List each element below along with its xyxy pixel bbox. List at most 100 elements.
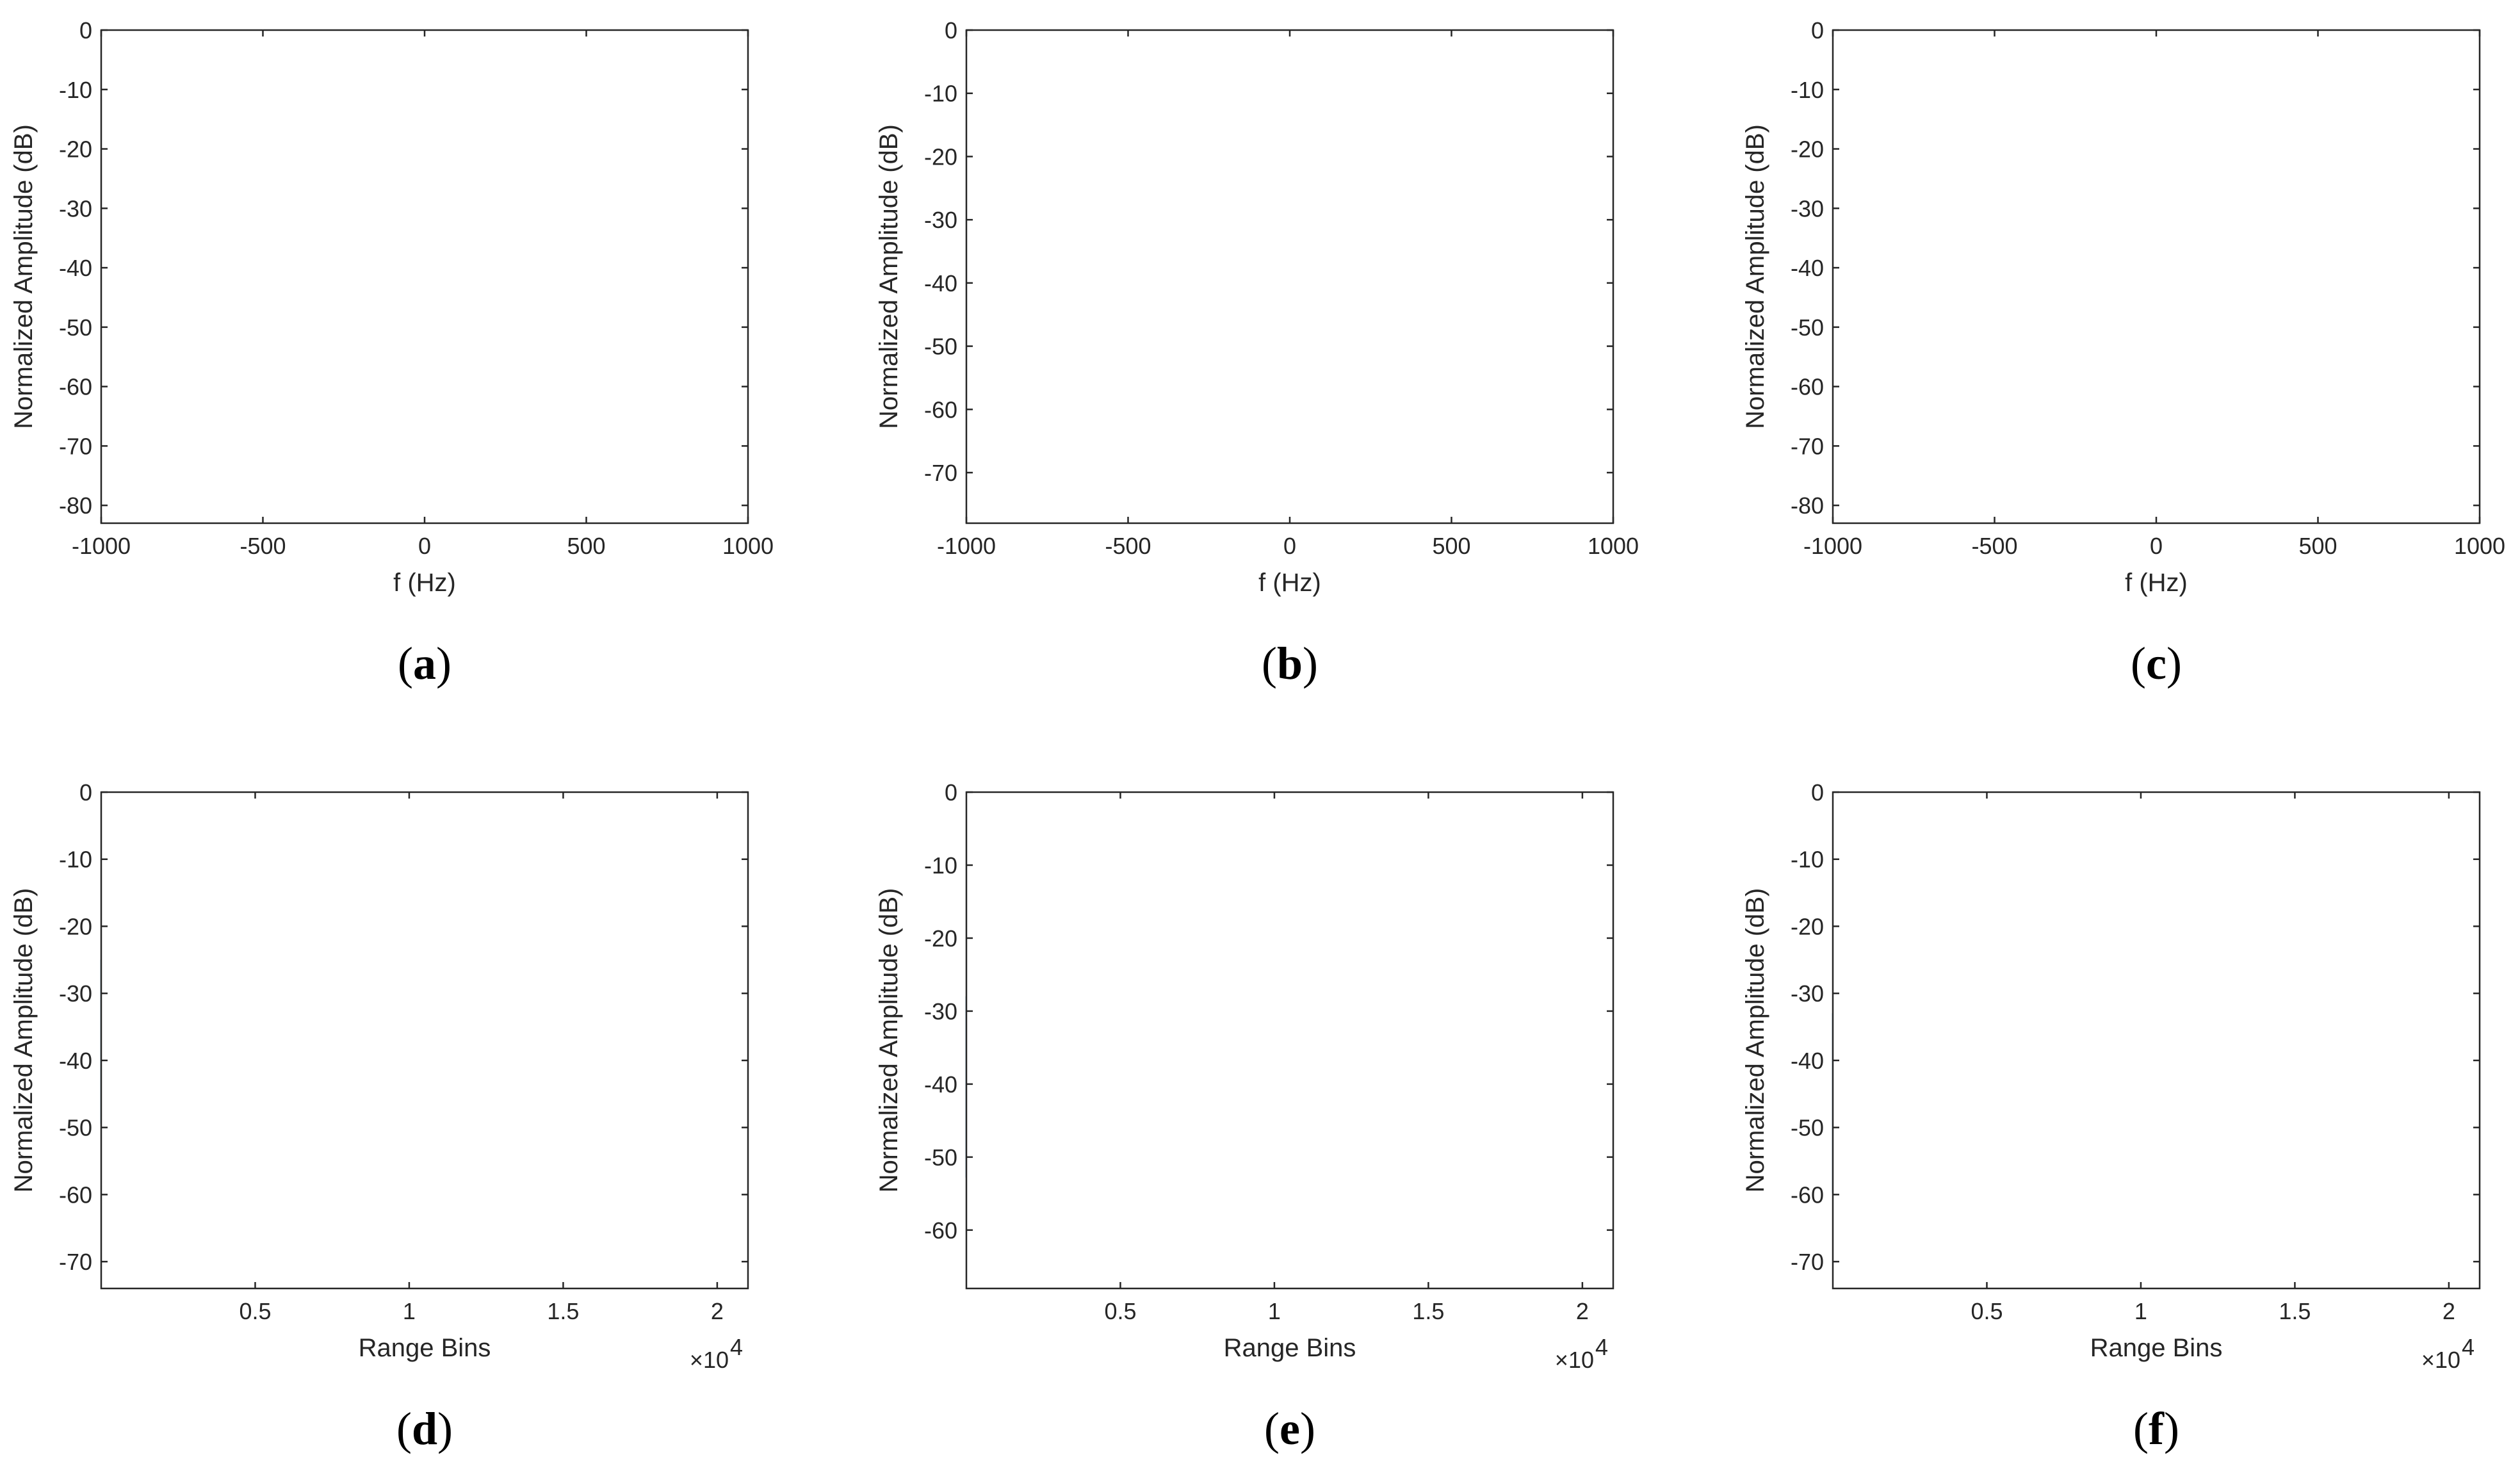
x-tick-label: 1000 (722, 533, 774, 559)
y-tick-label: 0 (1811, 779, 1824, 806)
y-tick-label: -10 (924, 852, 957, 879)
x-exponent-label: ×10 (2421, 1347, 2460, 1373)
x-tick-label: 0.5 (1971, 1298, 2003, 1324)
x-tick-label: 1 (2134, 1298, 2147, 1324)
y-tick-label: -50 (59, 1115, 92, 1141)
y-tick-label: -30 (59, 195, 92, 222)
y-tick-label: -50 (1791, 314, 1824, 341)
panel-d: 0.5 1 1.5 2 0 -10 -20 -30 -40 -50 -60 -70 Range Bins… (10, 779, 749, 1454)
panel-f: 0.5 1 1.5 2 0 -10 -20 -30 -40 -50 -60 -70 Range Bins… (1741, 779, 2481, 1454)
x-axis-label: Range Bins (359, 1334, 491, 1362)
x-exponent-label: ×10 (1555, 1347, 1594, 1373)
x-exponent-power: 4 (2462, 1334, 2475, 1360)
x-axis-label: Range Bins (1224, 1334, 1356, 1362)
y-tick-label: -10 (924, 81, 957, 107)
y-tick-label: -20 (59, 136, 92, 163)
x-tick-label: 0 (1283, 533, 1296, 559)
x-tick-label: 1 (403, 1298, 416, 1324)
x-tick-label: 0.5 (1104, 1298, 1136, 1324)
x-tick-label: -1000 (1803, 533, 1862, 559)
x-tick-label: 1.5 (1412, 1298, 1444, 1324)
panel-label: (a) (398, 638, 451, 689)
x-tick-label: 500 (567, 533, 605, 559)
x-tick-label: 0.5 (239, 1298, 271, 1324)
x-axis-label: Range Bins (2090, 1334, 2223, 1362)
y-tick-label: -80 (1791, 492, 1824, 519)
y-tick-label: -20 (59, 913, 92, 939)
x-tick-label: 1 (1268, 1298, 1281, 1324)
y-axis-label: Normalized Amplitude (dB) (1741, 888, 1769, 1193)
x-tick-label: 1000 (1588, 533, 1639, 559)
y-tick-label: -50 (1791, 1115, 1824, 1141)
y-tick-label: -40 (1791, 255, 1824, 281)
y-tick-label: -70 (924, 460, 957, 486)
y-tick-label: -20 (924, 925, 957, 952)
y-tick-label: -40 (924, 270, 957, 296)
x-tick-label: 0 (2150, 533, 2163, 559)
y-tick-label: -70 (1791, 433, 1824, 459)
y-tick-label: -20 (924, 143, 957, 170)
x-exponent-power: 4 (1595, 1334, 1608, 1360)
x-tick-label: -500 (1105, 533, 1151, 559)
y-axis-label: Normalized Amplitude (dB) (875, 124, 903, 429)
y-tick-label: -10 (59, 847, 92, 873)
y-tick-label: -10 (59, 77, 92, 103)
x-tick-label: 1000 (2454, 533, 2505, 559)
panel-label: (d) (396, 1403, 453, 1454)
y-tick-label: -10 (1791, 77, 1824, 103)
y-tick-label: -20 (1791, 136, 1824, 163)
axes-frame (1832, 29, 2481, 524)
x-tick-label: 1.5 (547, 1298, 579, 1324)
x-tick-label: 2 (711, 1298, 724, 1324)
y-tick-label: -30 (924, 998, 957, 1025)
x-axis-label: f (Hz) (2125, 569, 2188, 597)
x-tick-label: -1000 (72, 533, 131, 559)
y-tick-label: -40 (59, 255, 92, 281)
panel-label: (b) (1262, 638, 1318, 689)
axes-frame (965, 29, 1614, 524)
y-tick-label: -40 (59, 1048, 92, 1074)
x-axis-label: f (Hz) (393, 569, 456, 597)
panel-label: (e) (1264, 1403, 1315, 1454)
y-tick-label: -70 (59, 433, 92, 459)
y-tick-label: -60 (1791, 1182, 1824, 1208)
x-tick-label: -500 (240, 533, 286, 559)
y-tick-label: -60 (1791, 374, 1824, 400)
y-tick-label: -60 (924, 1217, 957, 1244)
y-tick-label: -40 (1791, 1048, 1824, 1074)
y-axis-label: Normalized Amplitude (dB) (10, 888, 38, 1193)
y-tick-label: -60 (59, 374, 92, 400)
axes-frame (100, 791, 749, 1290)
x-tick-label: 500 (1432, 533, 1470, 559)
y-tick-label: -60 (924, 396, 957, 423)
panel-e: 0.5 1 1.5 2 0 -10 -20 -30 -40 -50 -60 Range Bins Nor… (875, 779, 1614, 1454)
y-tick-label: -30 (59, 980, 92, 1007)
y-tick-label: -30 (1791, 980, 1824, 1007)
y-tick-label: -80 (59, 492, 92, 519)
y-tick-label: 0 (945, 779, 957, 806)
y-tick-label: -50 (924, 334, 957, 360)
axes-frame (1832, 791, 2481, 1290)
y-tick-label: -70 (59, 1249, 92, 1275)
x-axis-label: f (Hz) (1258, 569, 1321, 597)
y-tick-label: -40 (924, 1071, 957, 1098)
x-tick-label: 500 (2298, 533, 2337, 559)
y-tick-label: -20 (1791, 913, 1824, 939)
x-tick-label: 2 (2443, 1298, 2455, 1324)
axes-frame (100, 29, 749, 524)
y-tick-label: -30 (924, 207, 957, 233)
y-tick-label: 0 (945, 17, 957, 44)
y-tick-label: 0 (1811, 17, 1824, 44)
y-axis-label: Normalized Amplitude (dB) (1741, 124, 1769, 429)
y-tick-label: 0 (79, 17, 92, 44)
y-tick-label: 0 (79, 779, 92, 806)
x-tick-label: -1000 (937, 533, 996, 559)
x-tick-label: 1.5 (2279, 1298, 2311, 1324)
panel-label: (c) (2131, 638, 2182, 689)
x-tick-label: 0 (418, 533, 431, 559)
axes-frame (965, 791, 1614, 1290)
y-axis-label: Normalized Amplitude (dB) (875, 888, 903, 1193)
y-tick-label: -30 (1791, 195, 1824, 222)
panel-label: (f) (2133, 1403, 2179, 1454)
